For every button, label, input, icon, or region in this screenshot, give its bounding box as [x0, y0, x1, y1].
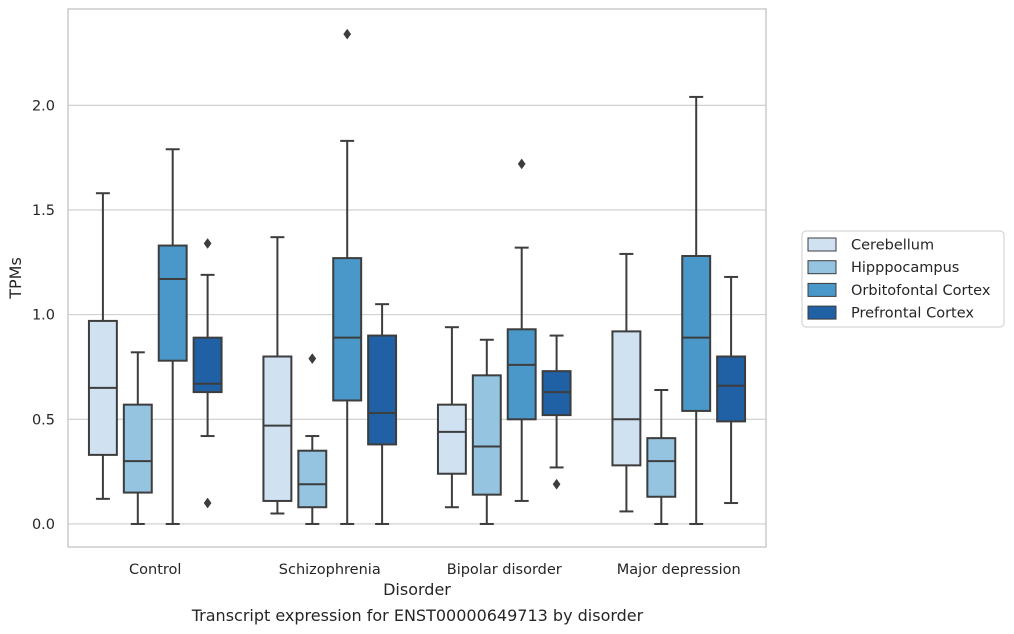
box [611, 330, 642, 467]
box [506, 328, 537, 421]
outlier-point [343, 28, 352, 40]
plot-frame [67, 8, 767, 548]
box [471, 374, 502, 496]
y-tick-label: 1.5 [32, 203, 55, 219]
outlier-point [517, 158, 526, 170]
box [436, 403, 467, 475]
y-tick-label: 0.5 [32, 412, 55, 428]
box [541, 370, 572, 417]
x-axis-label: Disorder [383, 580, 451, 599]
y-tick-label: 2.0 [32, 98, 55, 114]
legend-box [801, 230, 1005, 328]
y-axis-label: TPMs [6, 257, 25, 300]
box [646, 437, 677, 498]
outlier-point [203, 497, 212, 509]
x-tick-label: Bipolar disorder [447, 562, 562, 578]
box [716, 355, 747, 423]
y-tick-label: 0.0 [32, 517, 55, 533]
legend-label: Prefrontal Cortex [851, 306, 974, 322]
figure-caption: Transcript expression for ENST0000064971… [191, 606, 644, 625]
box [297, 449, 328, 509]
x-tick-label: Schizophrenia [279, 562, 381, 578]
box [262, 355, 293, 502]
outlier-point [552, 478, 561, 490]
legend-swatch [807, 305, 837, 320]
box [332, 257, 363, 402]
outlier-point [203, 238, 212, 249]
y-tick-label: 1.0 [32, 308, 55, 324]
box [122, 403, 153, 494]
box [681, 255, 712, 412]
outlier-point [308, 353, 317, 365]
x-tick-label: Major depression [617, 562, 741, 578]
legend-label: Cerebellum [851, 238, 934, 254]
box [157, 244, 188, 362]
box [367, 334, 398, 446]
x-tick-label: Control [129, 562, 181, 578]
legend-swatch [807, 282, 837, 297]
legend-swatch [807, 237, 837, 252]
legend-label: Hipppocampus [851, 260, 959, 276]
legend-label: Orbitofontal Cortex [851, 283, 991, 299]
legend-swatch [807, 260, 837, 275]
